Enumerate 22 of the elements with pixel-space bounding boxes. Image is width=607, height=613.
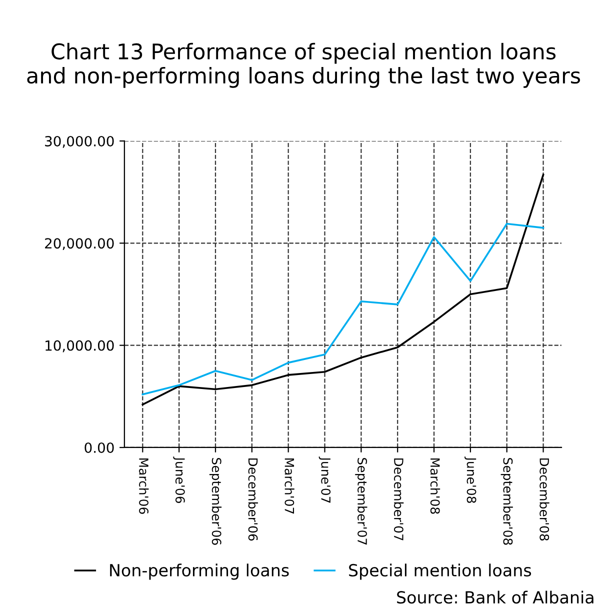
- chart-title: Chart 13 Performance of special mention loans and non-performing loans during the last two years: [27, 42, 580, 88]
- x-tick-label: March'07: [284, 458, 294, 514]
- y-tick-label: 20,000.00: [45, 238, 114, 250]
- legend-label: Special mention loans: [349, 564, 532, 580]
- legend-label: Non-performing loans: [110, 564, 289, 580]
- source-note: Source: Bank of Albania: [397, 590, 594, 604]
- y-tick-label: 30,000.00: [45, 136, 114, 148]
- x-tick-label: June'07: [318, 456, 331, 503]
- x-tick-label: June'08: [464, 456, 476, 503]
- line-series: [142, 174, 544, 406]
- line-series: [142, 222, 544, 396]
- x-tick-label: December'07: [394, 458, 404, 540]
- x-tick-label: September'06: [209, 458, 222, 545]
- x-tick-label: September'08: [500, 458, 513, 545]
- x-tick-label: June'06: [173, 456, 185, 503]
- y-tick-label: 10,000.00: [46, 340, 114, 352]
- y-tick-label: 0.00: [84, 442, 114, 453]
- x-tick-label: December'06: [248, 458, 258, 541]
- x-tick-label: March'06: [139, 458, 149, 514]
- x-tick-label: March'08: [430, 458, 440, 514]
- x-tick-label: December'08: [540, 458, 550, 541]
- x-tick-label: September'07: [355, 458, 368, 545]
